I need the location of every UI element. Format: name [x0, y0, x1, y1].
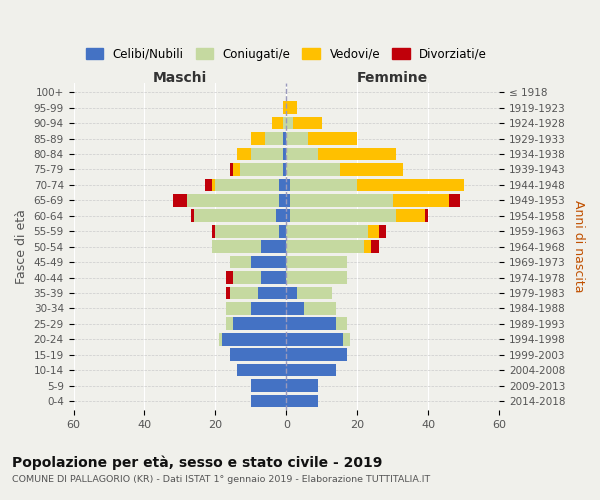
Text: COMUNE DI PALLAGORIO (KR) - Dati ISTAT 1° gennaio 2019 - Elaborazione TUTTITALIA: COMUNE DI PALLAGORIO (KR) - Dati ISTAT 1… [12, 475, 430, 484]
Bar [286, 225, 368, 237]
Bar [233, 318, 286, 330]
Bar [286, 178, 290, 191]
Bar [286, 240, 364, 253]
Bar [279, 178, 286, 191]
Bar [286, 271, 347, 284]
Bar [251, 148, 283, 160]
Bar [219, 333, 223, 345]
Bar [226, 302, 251, 314]
Y-axis label: Fasce di età: Fasce di età [15, 209, 28, 284]
Bar [379, 225, 386, 237]
Bar [226, 286, 230, 300]
Bar [308, 132, 357, 145]
Bar [368, 225, 379, 237]
Bar [230, 286, 258, 300]
Bar [223, 333, 286, 345]
Bar [290, 210, 396, 222]
Bar [286, 348, 347, 361]
Bar [205, 178, 212, 191]
Text: Maschi: Maschi [153, 70, 207, 85]
Bar [304, 302, 336, 314]
Bar [258, 286, 286, 300]
Bar [286, 364, 336, 376]
Bar [283, 117, 286, 130]
Bar [236, 148, 251, 160]
Bar [230, 348, 286, 361]
Bar [233, 271, 262, 284]
Bar [251, 302, 286, 314]
Bar [286, 394, 318, 407]
Bar [286, 286, 297, 300]
Bar [226, 318, 233, 330]
Bar [290, 178, 357, 191]
Bar [286, 302, 304, 314]
Bar [240, 163, 283, 176]
Bar [212, 225, 215, 237]
Bar [286, 318, 336, 330]
Bar [262, 271, 286, 284]
Bar [194, 210, 275, 222]
Bar [425, 210, 428, 222]
Bar [283, 132, 286, 145]
Bar [297, 286, 332, 300]
Bar [286, 102, 297, 114]
Bar [392, 194, 449, 206]
Bar [283, 148, 286, 160]
Bar [286, 333, 343, 345]
Bar [290, 194, 392, 206]
Bar [286, 148, 318, 160]
Bar [286, 163, 340, 176]
Text: Popolazione per età, sesso e stato civile - 2019: Popolazione per età, sesso e stato civil… [12, 455, 382, 469]
Bar [187, 194, 279, 206]
Bar [251, 379, 286, 392]
Bar [283, 163, 286, 176]
Legend: Celibi/Nubili, Coniugati/e, Vedovi/e, Divorziati/e: Celibi/Nubili, Coniugati/e, Vedovi/e, Di… [81, 43, 492, 66]
Bar [283, 102, 286, 114]
Bar [230, 163, 233, 176]
Bar [371, 240, 379, 253]
Bar [343, 333, 350, 345]
Bar [215, 225, 279, 237]
Bar [191, 210, 194, 222]
Bar [233, 163, 240, 176]
Bar [286, 117, 293, 130]
Bar [357, 178, 464, 191]
Text: Femmine: Femmine [357, 70, 428, 85]
Bar [275, 210, 286, 222]
Bar [279, 225, 286, 237]
Bar [262, 240, 286, 253]
Bar [286, 379, 318, 392]
Bar [215, 178, 279, 191]
Bar [226, 271, 233, 284]
Bar [230, 256, 251, 268]
Bar [364, 240, 371, 253]
Bar [286, 210, 290, 222]
Bar [340, 163, 403, 176]
Bar [286, 194, 290, 206]
Bar [449, 194, 460, 206]
Bar [251, 394, 286, 407]
Bar [286, 256, 347, 268]
Bar [336, 318, 347, 330]
Bar [396, 210, 425, 222]
Bar [173, 194, 187, 206]
Bar [272, 117, 283, 130]
Bar [265, 132, 283, 145]
Bar [236, 364, 286, 376]
Bar [251, 256, 286, 268]
Bar [318, 148, 396, 160]
Bar [212, 178, 215, 191]
Y-axis label: Anni di nascita: Anni di nascita [572, 200, 585, 293]
Bar [212, 240, 262, 253]
Bar [251, 132, 265, 145]
Bar [279, 194, 286, 206]
Bar [286, 132, 308, 145]
Bar [293, 117, 322, 130]
